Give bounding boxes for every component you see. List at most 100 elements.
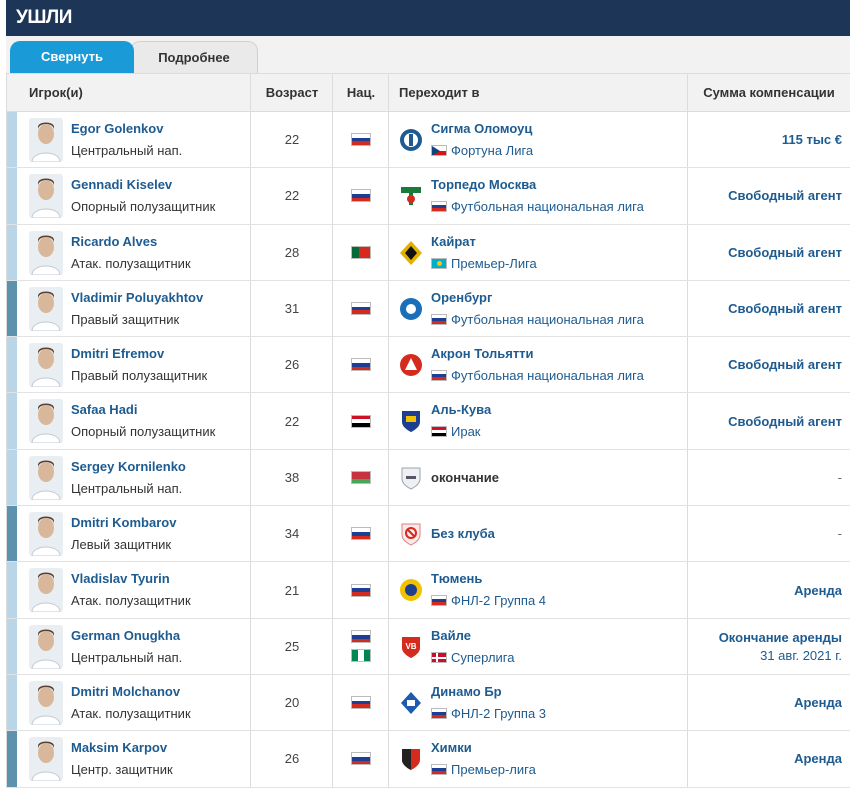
league-name[interactable]: Суперлига bbox=[451, 649, 515, 665]
fee-value[interactable]: Свободный агент bbox=[728, 244, 842, 260]
fee-value[interactable]: Свободный агент bbox=[728, 413, 842, 429]
league[interactable]: Премьер-Лига bbox=[431, 256, 537, 271]
fee-value[interactable]: Аренда bbox=[794, 751, 842, 767]
league[interactable]: ФНЛ-2 Группа 3 bbox=[431, 706, 546, 721]
player-photo[interactable] bbox=[29, 568, 63, 613]
club-logo-icon[interactable] bbox=[399, 690, 423, 716]
league-name[interactable]: Футбольная национальная лига bbox=[451, 199, 644, 215]
league-name[interactable]: Фортуна Лига bbox=[451, 143, 534, 158]
player-photo[interactable] bbox=[29, 737, 63, 782]
fee-value[interactable]: Свободный агент bbox=[728, 301, 842, 317]
club-name-link[interactable]: Торпедо Москва bbox=[431, 177, 537, 193]
league[interactable]: Фортуна Лига bbox=[431, 143, 533, 158]
player-age: 22 bbox=[284, 132, 300, 148]
tab-collapse[interactable]: Свернуть bbox=[10, 41, 134, 73]
club-logo-icon[interactable] bbox=[399, 183, 423, 209]
club-name-link[interactable]: Тюмень bbox=[431, 571, 483, 587]
club-logo-icon[interactable] bbox=[399, 577, 423, 603]
transfer-fee: - bbox=[838, 450, 842, 505]
fee-value[interactable]: Свободный агент bbox=[728, 188, 842, 204]
player-photo[interactable] bbox=[29, 455, 63, 500]
player-name-link[interactable]: Ricardo Alves bbox=[71, 233, 158, 249]
league-name[interactable]: ФНЛ-2 Группа 3 bbox=[451, 705, 547, 721]
player-name-link[interactable]: Dmitri Kombarov bbox=[71, 515, 177, 531]
club-name-link[interactable]: Аль-Кува bbox=[431, 402, 492, 418]
league[interactable]: Футбольная национальная лига bbox=[431, 312, 644, 327]
player-photo[interactable] bbox=[29, 399, 63, 444]
player-name-link[interactable]: Vladislav Tyurin bbox=[71, 571, 170, 587]
player-name-link[interactable]: Maksim Karpov bbox=[71, 740, 168, 756]
club-name-link[interactable]: Кайрат bbox=[431, 233, 476, 249]
club-name-link[interactable]: Оренбург bbox=[431, 289, 493, 305]
club-logo-icon[interactable] bbox=[399, 296, 423, 322]
fee-value[interactable]: Аренда bbox=[794, 582, 842, 598]
club-name-link[interactable]: Вайле bbox=[431, 627, 471, 643]
player-photo[interactable] bbox=[29, 680, 63, 725]
club-logo-icon[interactable]: VB bbox=[399, 634, 423, 660]
flag-pt-icon bbox=[351, 245, 371, 259]
club-name-link[interactable]: Акрон Тольятти bbox=[431, 346, 534, 362]
flag-cz-icon bbox=[431, 145, 447, 156]
league-name[interactable]: ФНЛ-2 Группа 4 bbox=[451, 593, 547, 609]
league-name[interactable]: Футбольная национальная лига bbox=[451, 311, 644, 327]
league[interactable]: Ирак bbox=[431, 424, 481, 439]
section-header: УШЛИ bbox=[6, 0, 850, 36]
league[interactable]: Суперлига bbox=[431, 650, 514, 665]
player-photo[interactable] bbox=[29, 286, 63, 331]
player-position: Правый защитник bbox=[71, 311, 180, 327]
player-photo[interactable] bbox=[29, 512, 63, 557]
row-indicator bbox=[7, 618, 17, 674]
club-name-link[interactable]: Химки bbox=[431, 740, 472, 756]
league[interactable]: Футбольная национальная лига bbox=[431, 368, 644, 383]
tab-details[interactable]: Подробнее bbox=[130, 41, 258, 73]
player-name-link[interactable]: Egor Golenkov bbox=[71, 121, 164, 136]
flag-ru-icon bbox=[351, 696, 371, 710]
league-name[interactable]: Ирак bbox=[451, 424, 481, 440]
player-position: Атак. полузащитник bbox=[71, 255, 191, 271]
club-logo-icon[interactable] bbox=[399, 127, 423, 153]
nationality bbox=[333, 281, 389, 336]
player-photo[interactable] bbox=[29, 174, 63, 219]
club-name-link[interactable]: Без клуба bbox=[431, 526, 495, 542]
player-name-link[interactable]: Dmitri Molchanov bbox=[71, 683, 181, 699]
club-logo-icon[interactable] bbox=[399, 465, 423, 491]
league[interactable]: Премьер-лига bbox=[431, 762, 536, 777]
fee-value[interactable]: Свободный агент bbox=[728, 357, 842, 373]
player-name-link[interactable]: Sergey Kornilenko bbox=[71, 458, 186, 474]
club-name-link[interactable]: окончание bbox=[431, 469, 499, 485]
player-name-link[interactable]: Dmitri Efremov bbox=[71, 346, 165, 362]
column-header-fee: Сумма компенсации bbox=[703, 85, 835, 100]
league[interactable]: Футбольная национальная лига bbox=[431, 199, 644, 214]
fee-date: 31 авг. 2021 г. bbox=[760, 647, 842, 663]
club-name-link[interactable]: Динамо Бр bbox=[431, 683, 502, 699]
player-name-link[interactable]: Gennadi Kiselev bbox=[71, 177, 173, 193]
league-name[interactable]: Премьер-лига bbox=[451, 762, 536, 778]
club-name-link[interactable]: Сигма Оломоуц bbox=[431, 121, 533, 136]
nationality bbox=[333, 337, 389, 392]
league-name[interactable]: Футбольная национальная лига bbox=[451, 368, 644, 384]
transfer-fee: 115 тыс € bbox=[782, 112, 842, 167]
column-header-age: Возраст bbox=[265, 85, 319, 100]
flag-ru-icon bbox=[431, 201, 447, 213]
player-photo[interactable] bbox=[29, 624, 63, 669]
player-photo[interactable] bbox=[29, 230, 63, 275]
fee-value[interactable]: Окончание аренды bbox=[718, 629, 842, 645]
club-logo-icon[interactable] bbox=[399, 746, 423, 772]
player-name-link[interactable]: German Onugkha bbox=[71, 627, 181, 643]
player-photo[interactable] bbox=[29, 343, 63, 388]
club-logo-icon[interactable] bbox=[399, 352, 423, 378]
player-photo[interactable] bbox=[29, 118, 63, 162]
player-name-link[interactable]: Safaa Hadi bbox=[71, 402, 138, 418]
nationality bbox=[333, 562, 389, 617]
league-name[interactable]: Премьер-Лига bbox=[451, 255, 537, 271]
player-age: 21 bbox=[284, 582, 300, 598]
league[interactable]: ФНЛ-2 Группа 4 bbox=[431, 593, 546, 608]
club-logo-icon[interactable] bbox=[399, 521, 423, 547]
club-logo-icon[interactable] bbox=[399, 240, 423, 266]
player-name-link[interactable]: Vladimir Poluyakhtov bbox=[71, 289, 204, 305]
player-age: 22 bbox=[284, 413, 300, 429]
club-logo-icon[interactable] bbox=[399, 408, 423, 434]
fee-value: - bbox=[837, 469, 842, 485]
fee-value[interactable]: 115 тыс € bbox=[781, 132, 842, 148]
fee-value[interactable]: Аренда bbox=[794, 695, 842, 711]
